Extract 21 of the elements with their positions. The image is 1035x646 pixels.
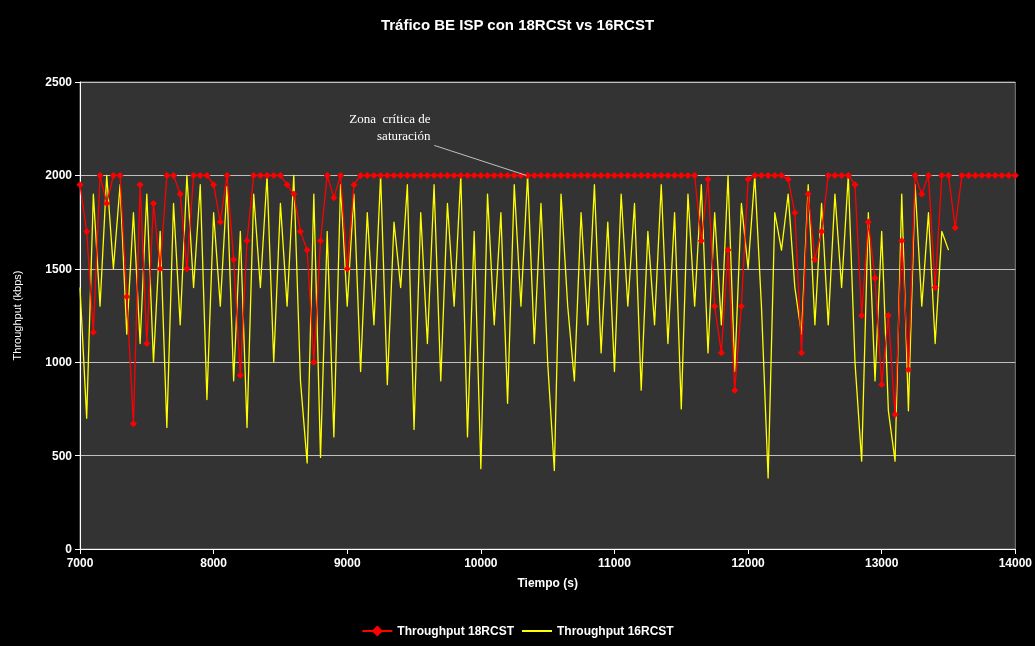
y-tick-label: 1500 <box>45 261 73 276</box>
x-tick-label: 14000 <box>998 556 1033 570</box>
y-tick-label: 2000 <box>45 168 73 183</box>
legend-label: Throughput 16RCST <box>557 624 675 638</box>
x-tick-label: 8000 <box>200 556 228 570</box>
y-tick-label: 0 <box>65 542 73 556</box>
y-axis-title: Throughput (kbps) <box>10 270 23 361</box>
y-tick-label: 500 <box>51 448 73 463</box>
x-tick-label: 11000 <box>598 556 632 570</box>
y-tick-label: 1000 <box>45 355 73 370</box>
x-tick-label: 9000 <box>333 556 361 570</box>
x-axis-title: Tiempo (s) <box>517 576 578 590</box>
annotation: Zona crítica de saturación <box>349 111 431 144</box>
x-tick-label: 10000 <box>464 556 498 570</box>
legend-label: Throughput 18RCST <box>397 624 515 638</box>
line-series <box>79 174 950 479</box>
x-tick-label: 7000 <box>66 556 94 570</box>
y-tick-label: 2500 <box>45 75 73 89</box>
x-tick-label: 13000 <box>865 556 899 570</box>
chart-title: Tráfico BE ISP con 18RCSt vs 16RCST <box>380 16 655 33</box>
x-tick-label: 12000 <box>731 556 766 570</box>
